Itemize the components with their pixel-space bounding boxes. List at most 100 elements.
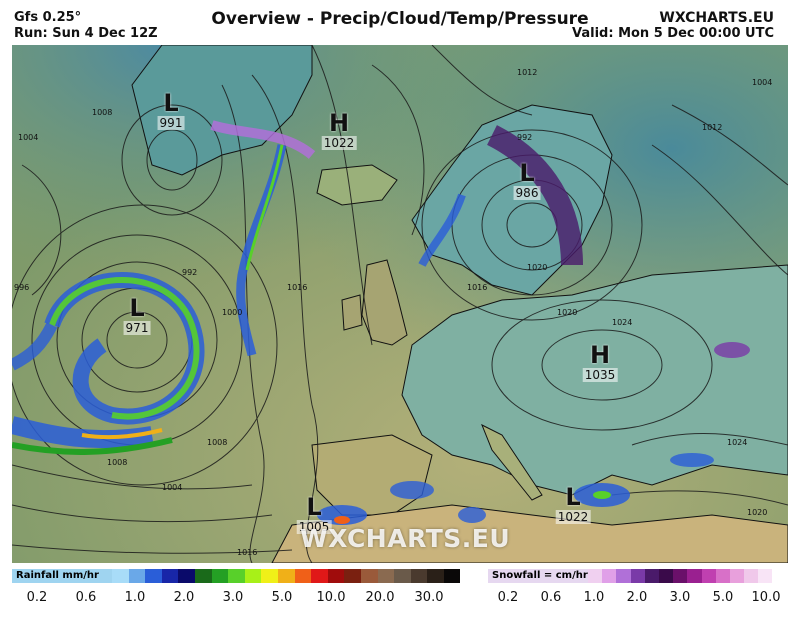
legend-tick-label: 5.0 — [712, 590, 734, 605]
isobar-label: 1012 — [517, 68, 537, 77]
high-pressure-europe: H 1035 — [582, 341, 618, 382]
isobar-labels: 1004 1008 992 996 1000 1016 1012 1024 10… — [14, 68, 772, 557]
isobar-label: 1004 — [752, 78, 772, 87]
legend-swatch — [744, 569, 759, 583]
uk-land — [361, 259, 408, 346]
isobar-label: 1012 — [702, 123, 722, 132]
legend-swatch — [658, 569, 674, 583]
pressure-value: 1022 — [555, 510, 591, 524]
legend-swatch — [327, 569, 345, 583]
legend-swatch — [228, 569, 245, 583]
pressure-symbol: H — [328, 109, 350, 137]
rainfall-tick-labels: 0.2 0.6 1.0 2.0 3.0 5.0 10.0 20.0 30.0 — [12, 590, 464, 606]
legend-swatch — [644, 569, 659, 583]
legend-tick-label: 2.0 — [626, 590, 648, 605]
isobar-label: 1020 — [747, 508, 767, 517]
pressure-value: 1022 — [321, 136, 357, 150]
run-label: Run: Sun 4 Dec 12Z — [14, 26, 158, 41]
legend-swatch — [344, 569, 361, 583]
legend-tick-label: 2.0 — [173, 590, 195, 605]
rainfall-color-scale — [112, 569, 461, 583]
legend-swatch — [758, 569, 773, 583]
scandinavia-snow — [486, 125, 583, 266]
legend-swatch — [588, 569, 603, 583]
isobar-label: 1008 — [92, 108, 112, 117]
iceland-land — [316, 164, 398, 206]
legend-swatch — [715, 569, 730, 583]
low-pressure-atlantic: L 971 — [123, 294, 151, 335]
isobar-label: 992 — [517, 133, 532, 142]
pressure-value: 986 — [513, 186, 541, 200]
legend-swatch — [602, 569, 617, 583]
pressure-symbol: H — [589, 341, 611, 369]
isobar-label: 1008 — [207, 438, 227, 447]
pressure-value: 991 — [157, 116, 185, 130]
pressure-symbol: L — [519, 159, 535, 187]
atlantic-low-precip — [12, 272, 205, 455]
weather-map[interactable]: 1004 1008 992 996 1000 1016 1012 1024 10… — [12, 45, 788, 563]
isobar-label: 992 — [182, 268, 197, 277]
legend-swatch — [261, 569, 278, 583]
snowfall-legend-title: Snowfall = cm/hr — [488, 569, 592, 583]
north-africa-land — [271, 504, 788, 563]
legend-tick-label: 30.0 — [414, 590, 444, 605]
map-canvas: 1004 1008 992 996 1000 1016 1012 1024 10… — [12, 45, 788, 563]
isobar-label: 1008 — [107, 458, 127, 467]
isobar-label: 1020 — [527, 263, 547, 272]
valid-time-label: Valid: Mon 5 Dec 00:00 UTC — [572, 26, 774, 41]
legend-swatch — [311, 569, 328, 583]
isobar-label: 1016 — [287, 283, 307, 292]
low-pressure-greenland: L 991 — [157, 89, 185, 130]
legend-tick-label: 0.2 — [26, 590, 48, 605]
legend-swatch — [701, 569, 716, 583]
greenland-snow — [210, 120, 316, 159]
isobar-label: 1004 — [18, 133, 38, 142]
isobar-label: 1016 — [467, 283, 487, 292]
legend-swatch — [673, 569, 688, 583]
isobar-label: 1016 — [237, 548, 257, 557]
pressure-symbol: L — [129, 294, 145, 322]
legend-tick-label: 1.0 — [124, 590, 146, 605]
legend-swatch — [729, 569, 745, 583]
legend-swatch — [772, 569, 787, 583]
snowfall-color-scale — [588, 569, 787, 583]
high-pressure-iceland: H 1022 — [321, 109, 357, 150]
watermark-logo: WXCHARTS.EU — [300, 524, 511, 553]
brand-label: WXCHARTS.EU — [659, 10, 774, 26]
legend-tick-label: 20.0 — [365, 590, 395, 605]
legend-tick-label: 3.0 — [669, 590, 691, 605]
isobar-label: 1004 — [162, 483, 182, 492]
chart-title: Overview - Precip/Cloud/Temp/Pressure — [211, 9, 589, 29]
isobar-label: 996 — [14, 283, 29, 292]
legend-swatch — [145, 569, 162, 583]
legend-tick-label: 0.6 — [540, 590, 562, 605]
pressure-symbol: L — [565, 483, 581, 511]
pressure-symbol: L — [306, 493, 322, 521]
legend-swatch — [161, 569, 179, 583]
isobar-label: 1000 — [222, 308, 242, 317]
legend-swatch — [294, 569, 312, 583]
legend-swatch — [630, 569, 645, 583]
legend-swatch — [360, 569, 378, 583]
legend-swatch — [178, 569, 195, 583]
pressure-value: 1005 — [296, 520, 332, 534]
isobar-label: 1020 — [557, 308, 577, 317]
legend-swatch — [244, 569, 262, 583]
legend-swatch — [112, 569, 129, 583]
isobar-label: 1024 — [727, 438, 747, 447]
low-pressure-iberia: L 1005 — [296, 493, 332, 534]
legend-swatch — [377, 569, 395, 583]
legend-tick-label: 5.0 — [271, 590, 293, 605]
legend-swatch — [427, 569, 444, 583]
legend-swatch — [687, 569, 702, 583]
legend-swatch — [443, 569, 461, 583]
legend-swatch — [410, 569, 428, 583]
legend-tick-label: 0.6 — [75, 590, 97, 605]
pressure-value: 1035 — [582, 368, 618, 382]
snowfall-tick-labels: 0.2 0.6 1.0 2.0 3.0 5.0 10.0 — [488, 590, 788, 606]
low-pressure-mediterranean: L 1022 — [555, 483, 591, 524]
pressure-symbol: L — [163, 89, 179, 117]
low-pressure-scandinavia: L 986 — [513, 159, 541, 200]
legend-swatch — [194, 569, 212, 583]
isobar-label: 1024 — [612, 318, 632, 327]
